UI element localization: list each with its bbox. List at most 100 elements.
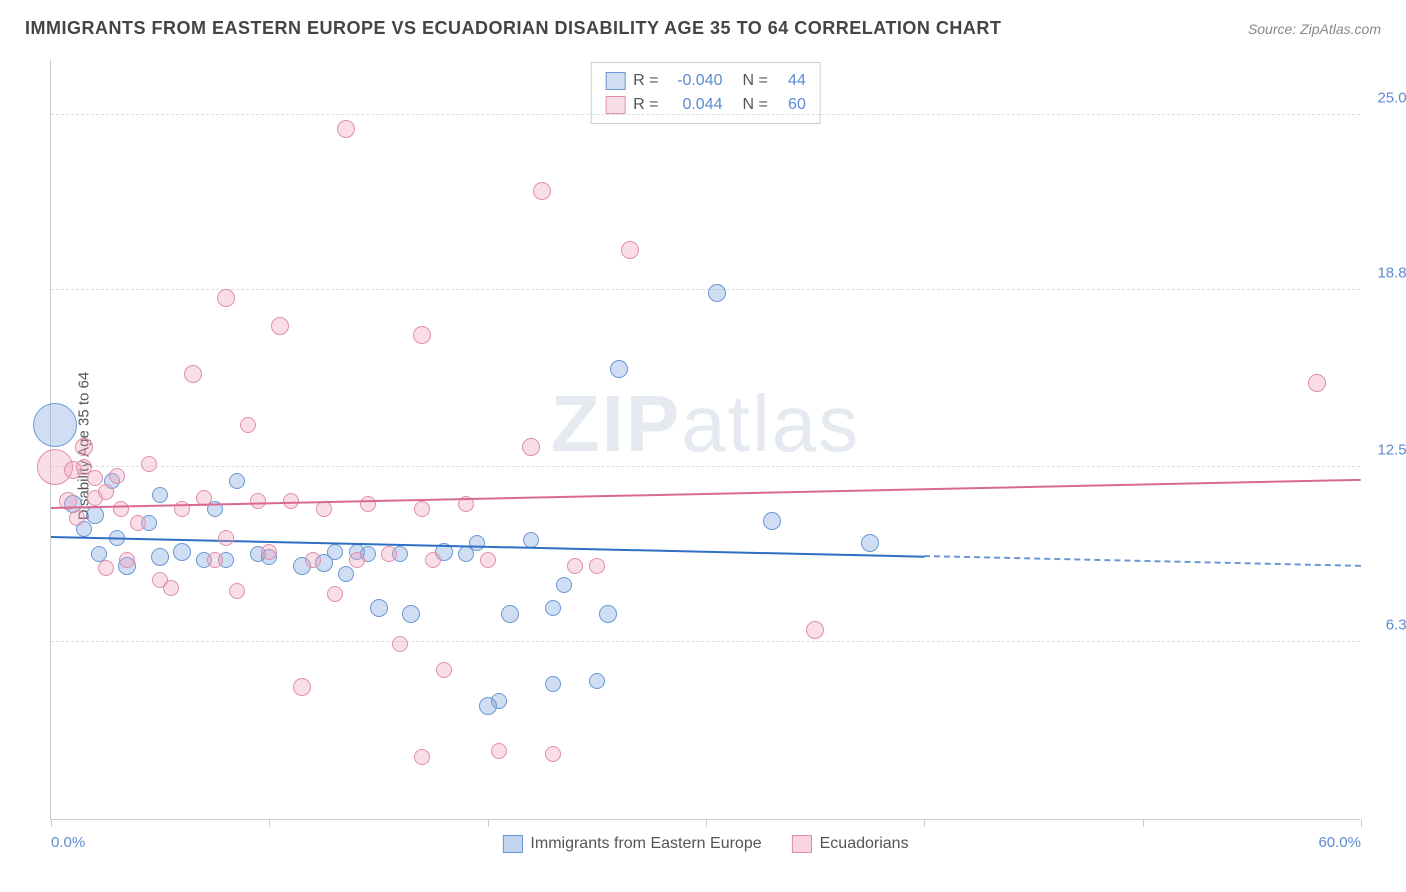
scatter-point xyxy=(305,552,321,568)
gridline xyxy=(51,641,1360,642)
scatter-point xyxy=(229,583,245,599)
scatter-point xyxy=(556,577,572,593)
y-tick-label: 25.0% xyxy=(1377,90,1406,107)
scatter-point xyxy=(545,746,561,762)
scatter-point xyxy=(173,543,191,561)
scatter-point xyxy=(293,678,311,696)
x-tick xyxy=(51,819,52,827)
scatter-point xyxy=(402,605,420,623)
legend-series-item: Immigrants from Eastern Europe xyxy=(502,835,761,853)
legend-swatch-icon xyxy=(605,72,625,90)
y-tick-label: 18.8% xyxy=(1377,264,1406,281)
scatter-point xyxy=(250,493,266,509)
scatter-point xyxy=(413,326,431,344)
scatter-point xyxy=(113,501,129,517)
scatter-point xyxy=(119,552,135,568)
legend-stat-row: R = -0.040 N = 44 xyxy=(605,69,806,93)
chart-title: IMMIGRANTS FROM EASTERN EUROPE VS ECUADO… xyxy=(25,18,1001,39)
scatter-point xyxy=(152,487,168,503)
scatter-point xyxy=(98,560,114,576)
scatter-point xyxy=(392,636,408,652)
scatter-point xyxy=(589,558,605,574)
trendline-extrapolated xyxy=(924,555,1361,567)
scatter-point xyxy=(151,548,169,566)
scatter-point xyxy=(436,662,452,678)
x-tick xyxy=(706,819,707,827)
scatter-point xyxy=(33,403,77,447)
scatter-point xyxy=(218,530,234,546)
scatter-point xyxy=(533,182,551,200)
scatter-point xyxy=(861,534,879,552)
scatter-point xyxy=(271,317,289,335)
scatter-point xyxy=(501,605,519,623)
scatter-point xyxy=(240,417,256,433)
stat-r-value: -0.040 xyxy=(667,69,723,93)
scatter-point xyxy=(163,580,179,596)
legend-swatch-icon xyxy=(605,96,625,114)
scatter-point xyxy=(75,438,93,456)
scatter-point xyxy=(370,599,388,617)
x-tick-label: 60.0% xyxy=(1318,834,1361,851)
scatter-point xyxy=(545,600,561,616)
source-attribution: Source: ZipAtlas.com xyxy=(1248,21,1381,37)
watermark-text: ZIPatlas xyxy=(551,378,860,470)
scatter-point xyxy=(98,484,114,500)
scatter-point xyxy=(1308,374,1326,392)
y-tick-label: 6.3% xyxy=(1386,616,1406,633)
scatter-point xyxy=(184,365,202,383)
scatter-point xyxy=(567,558,583,574)
scatter-point xyxy=(316,501,332,517)
scatter-point xyxy=(229,473,245,489)
trendline xyxy=(51,479,1361,509)
scatter-chart: ZIPatlas R =-0.040N =44R =0.044N =60 Imm… xyxy=(50,60,1360,820)
gridline xyxy=(51,466,1360,467)
x-tick xyxy=(269,819,270,827)
scatter-point xyxy=(349,552,365,568)
scatter-point xyxy=(589,673,605,689)
x-tick xyxy=(1361,819,1362,827)
stat-n-value: 44 xyxy=(776,69,806,93)
scatter-point xyxy=(360,496,376,512)
scatter-point xyxy=(217,289,235,307)
scatter-point xyxy=(414,501,430,517)
scatter-point xyxy=(207,552,223,568)
legend-series-label: Ecuadorians xyxy=(820,835,909,853)
scatter-point xyxy=(599,605,617,623)
gridline xyxy=(51,289,1360,290)
scatter-point xyxy=(130,515,146,531)
scatter-point xyxy=(338,566,354,582)
stat-n-label: N = xyxy=(743,69,768,93)
x-tick-label: 0.0% xyxy=(51,834,85,851)
scatter-point xyxy=(337,120,355,138)
scatter-point xyxy=(425,552,441,568)
stat-r-label: R = xyxy=(633,69,658,93)
scatter-point xyxy=(87,470,103,486)
scatter-point xyxy=(522,438,540,456)
scatter-point xyxy=(545,676,561,692)
legend-series-label: Immigrants from Eastern Europe xyxy=(530,835,761,853)
scatter-point xyxy=(708,284,726,302)
x-tick xyxy=(488,819,489,827)
scatter-point xyxy=(414,749,430,765)
legend-swatch-icon xyxy=(792,835,812,853)
legend-swatch-icon xyxy=(502,835,522,853)
gridline xyxy=(51,114,1360,115)
legend-series-item: Ecuadorians xyxy=(792,835,909,853)
scatter-point xyxy=(491,743,507,759)
scatter-point xyxy=(621,241,639,259)
scatter-point xyxy=(327,586,343,602)
scatter-point xyxy=(261,544,277,560)
scatter-point xyxy=(469,535,485,551)
scatter-point xyxy=(109,468,125,484)
scatter-point xyxy=(806,621,824,639)
scatter-point xyxy=(381,546,397,562)
scatter-point xyxy=(141,456,157,472)
scatter-point xyxy=(86,506,104,524)
scatter-point xyxy=(69,510,85,526)
scatter-point xyxy=(327,544,343,560)
scatter-point xyxy=(610,360,628,378)
scatter-point xyxy=(763,512,781,530)
x-tick xyxy=(1143,819,1144,827)
y-tick-label: 12.5% xyxy=(1377,442,1406,459)
scatter-point xyxy=(480,552,496,568)
